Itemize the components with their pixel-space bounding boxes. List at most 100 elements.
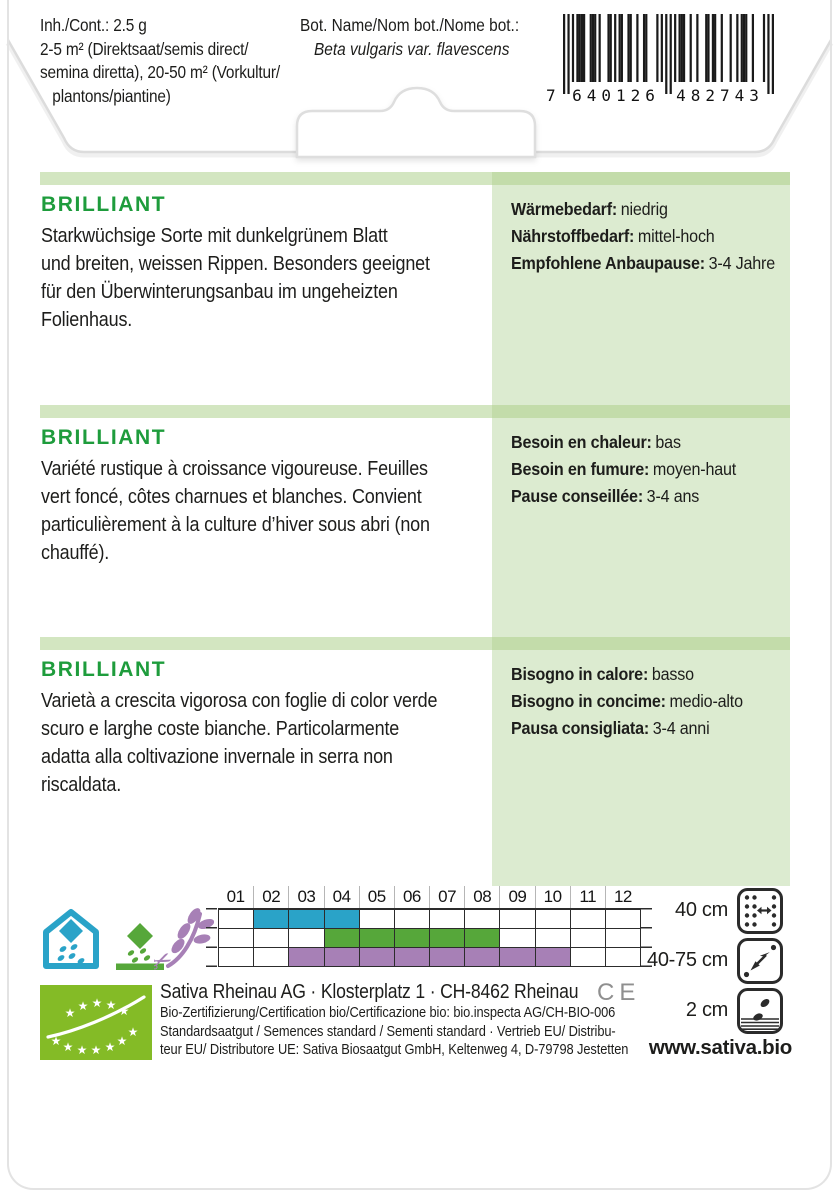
variety-description-it: Varietà a crescita vigorosa con foglie d… <box>41 690 438 796</box>
variety-description-fr: Variété rustique à croissance vigoureuse… <box>41 458 430 564</box>
calendar-cell-preculture-04 <box>324 910 360 929</box>
botanical-name: Beta vulgaris var. flavescens <box>314 38 510 59</box>
greenhouse-sowing-icon <box>43 909 99 969</box>
calendar-cell-harvest-01 <box>219 948 255 967</box>
calendar-cell-preculture-12 <box>605 910 641 929</box>
calendar-month-label: 01 <box>226 887 245 906</box>
calendar-cell-preculture-05 <box>359 910 395 929</box>
contents-info: Inh./Cont.: 2.5 g 2-5 m² (Direktsaat/sem… <box>40 15 280 106</box>
sowing-calendar-grid <box>218 908 641 967</box>
packet-hang-tab <box>295 86 537 159</box>
calendar-cell-preculture-01 <box>219 910 255 929</box>
plant-spacing-value: 40 cm <box>675 899 728 921</box>
calendar-cell-direct-sowing-05 <box>359 929 395 948</box>
calendar-month-label: 09 <box>499 886 534 908</box>
row-spacing-value: 40-75 cm <box>647 949 728 971</box>
calendar-month-label: 08 <box>464 886 499 908</box>
barcode-digits-right: 482743 <box>676 86 764 105</box>
calendar-cell-preculture-03 <box>289 910 325 929</box>
calendar-cell-harvest-07 <box>430 948 466 967</box>
calendar-month-label: 05 <box>358 886 394 908</box>
svg-text:★: ★ <box>92 996 103 1010</box>
calendar-left-ticks <box>206 908 217 967</box>
harvest-icon: ✂ <box>154 908 214 972</box>
website-url: www.sativa.bio <box>648 1036 792 1059</box>
svg-text:★: ★ <box>128 1025 139 1039</box>
calendar-cell-harvest-10 <box>535 948 571 967</box>
sowing-depth-icon <box>737 988 783 1034</box>
growing-info-de: Wärmebedarf: niedrig Nährstoffbedarf: mitt… <box>511 196 787 277</box>
calendar-right-ticks <box>641 908 652 967</box>
calendar-cell-preculture-09 <box>500 910 536 929</box>
info-line: Besoin en fumure: moyen-haut <box>511 459 737 479</box>
svg-text:★: ★ <box>119 1004 130 1018</box>
calendar-month-label: 04 <box>323 886 359 908</box>
variety-description-de: Starkwüchsige Sorte mit dunkelgrünem Bla… <box>41 225 430 331</box>
info-line: Besoin en chaleur: bas <box>511 432 681 452</box>
calendar-month-label: 07 <box>429 886 464 908</box>
svg-text:★: ★ <box>63 1040 74 1054</box>
sowing-depth-value: 2 cm <box>685 999 728 1021</box>
packet-flap-outline <box>5 39 834 159</box>
calendar-cell-preculture-02 <box>254 910 290 929</box>
calendar-cell-direct-sowing-04 <box>324 929 360 948</box>
calendar-month-label: 02 <box>253 886 288 908</box>
info-line: Wärmebedarf: niedrig <box>511 199 668 219</box>
calendar-cell-direct-sowing-01 <box>219 929 255 948</box>
calendar-cell-direct-sowing-09 <box>500 929 536 948</box>
calendar-month-label: 11 <box>569 886 605 908</box>
info-line: Pause conseillée: 3-4 ans <box>511 486 700 506</box>
svg-text:★: ★ <box>105 1040 116 1054</box>
calendar-cell-preculture-07 <box>430 910 466 929</box>
calendar-cell-direct-sowing-12 <box>605 929 641 948</box>
calendar-cell-direct-sowing-06 <box>394 929 430 948</box>
calendar-month-label: 10 <box>534 886 570 908</box>
calendar-month-label: 06 <box>393 886 429 908</box>
calendar-cell-preculture-11 <box>570 910 606 929</box>
growing-info-it: Bisogno in calore: basso Bisogno in conci… <box>511 661 787 742</box>
calendar-cell-harvest-12 <box>605 948 641 967</box>
calendar-cell-direct-sowing-03 <box>289 929 325 948</box>
variety-title-de: BRILLIANT <box>41 193 167 216</box>
calendar-cell-harvest-04 <box>324 948 360 967</box>
svg-text:★: ★ <box>78 999 89 1013</box>
calendar-cell-harvest-03 <box>289 948 325 967</box>
botanical-name-block: Bot. Name/Nom bot./Nome bot.: Beta vulga… <box>300 14 560 61</box>
calendar-cell-direct-sowing-08 <box>465 929 501 948</box>
calendar-cell-harvest-02 <box>254 948 290 967</box>
calendar-cell-direct-sowing-11 <box>570 929 606 948</box>
calendar-month-label: 12 <box>604 886 640 908</box>
variety-title-fr: BRILLIANT <box>41 426 167 449</box>
calendar-cell-preculture-10 <box>535 910 571 929</box>
calendar-cell-preculture-08 <box>465 910 501 929</box>
info-line: Bisogno in concime: medio-alto <box>511 691 743 711</box>
ce-mark: CE <box>597 979 641 1006</box>
botanical-name-label: Bot. Name/Nom bot./Nome bot.: <box>300 15 520 35</box>
row-spacing-icon <box>737 938 783 984</box>
direct-sowing-icon <box>116 923 164 970</box>
svg-text:★: ★ <box>117 1034 128 1048</box>
calendar-cell-harvest-05 <box>359 948 395 967</box>
info-line: Nährstoffbedarf: mittel-hoch <box>511 226 715 246</box>
variety-title-it: BRILLIANT <box>41 658 167 681</box>
calendar-month-header: 01 02 03 04 05 06 07 08 09 10 11 12 <box>218 886 640 908</box>
svg-text:★: ★ <box>51 1034 62 1048</box>
barcode <box>563 14 774 94</box>
eu-organic-logo: ★ ★ ★ ★ ★ ★ ★ ★ ★ ★ ★ ★ <box>40 985 152 1060</box>
info-panel-background <box>492 172 790 886</box>
calendar-month-label: 03 <box>288 886 323 908</box>
info-line: Bisogno in calore: basso <box>511 664 694 684</box>
plant-spacing-icon <box>737 888 783 934</box>
calendar-cell-harvest-08 <box>465 948 501 967</box>
calendar-cell-preculture-06 <box>394 910 430 929</box>
calendar-cell-harvest-06 <box>394 948 430 967</box>
barcode-first-digit: 7 <box>546 86 556 105</box>
calendar-cell-direct-sowing-07 <box>430 929 466 948</box>
growing-info-fr: Besoin en chaleur: bas Besoin en fumure: m… <box>511 429 787 510</box>
svg-text:★: ★ <box>65 1006 76 1020</box>
section-divider <box>40 637 790 650</box>
info-line: Pausa consigliata: 3-4 anni <box>511 718 710 738</box>
calendar-cell-direct-sowing-10 <box>535 929 571 948</box>
calendar-cell-direct-sowing-02 <box>254 929 290 948</box>
section-divider <box>40 172 790 185</box>
